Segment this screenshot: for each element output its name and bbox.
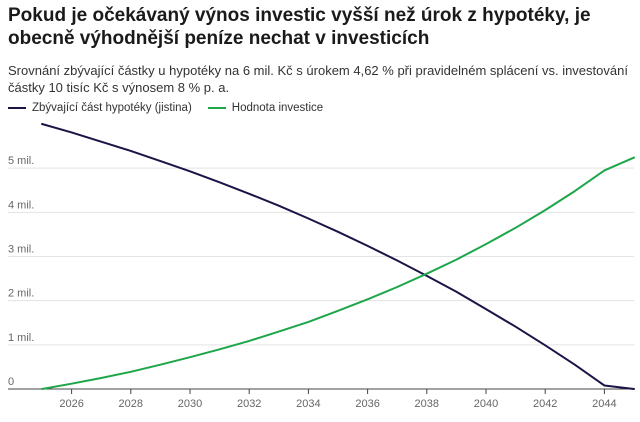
y-tick-label: 4 mil.: [8, 199, 34, 211]
y-tick-label: 0: [8, 376, 14, 388]
y-tick-label: 5 mil.: [8, 155, 34, 167]
x-tick-label: 2034: [296, 398, 320, 410]
legend-swatch-mortgage: [8, 107, 26, 109]
x-tick-label: 2028: [119, 398, 143, 410]
legend-item-investment: Hodnota investice: [207, 102, 324, 114]
y-tick-label: 1 mil.: [8, 332, 34, 344]
legend-item-mortgage: Zbývající část hypotéky (jistina): [8, 102, 192, 114]
x-tick-label: 2042: [533, 398, 557, 410]
y-tick-label: 3 mil.: [8, 244, 34, 256]
x-tick-label: 2026: [59, 398, 83, 410]
legend: Zbývající část hypotéky (jistina) Hodnot…: [8, 102, 339, 114]
x-tick-label: 2032: [237, 398, 261, 410]
x-tick-label: 2044: [592, 398, 616, 410]
series-line-investment: [41, 156, 635, 390]
x-tick-label: 2038: [415, 398, 439, 410]
x-tick-label: 2030: [178, 398, 202, 410]
chart-subtitle: Srovnání zbývající částky u hypotéky na …: [8, 63, 628, 95]
legend-label-investment: Hodnota investice: [231, 102, 324, 114]
series-line-mortgage: [41, 123, 635, 390]
x-tick-label: 2036: [355, 398, 379, 410]
chart-title: Pokud je očekávaný výnos investic vyšší …: [8, 5, 591, 49]
legend-swatch-investment: [207, 107, 226, 109]
legend-label-mortgage: Zbývající část hypotéky (jistina): [32, 102, 192, 114]
y-tick-label: 2 mil.: [8, 288, 34, 300]
x-tick-label: 2040: [474, 398, 498, 410]
